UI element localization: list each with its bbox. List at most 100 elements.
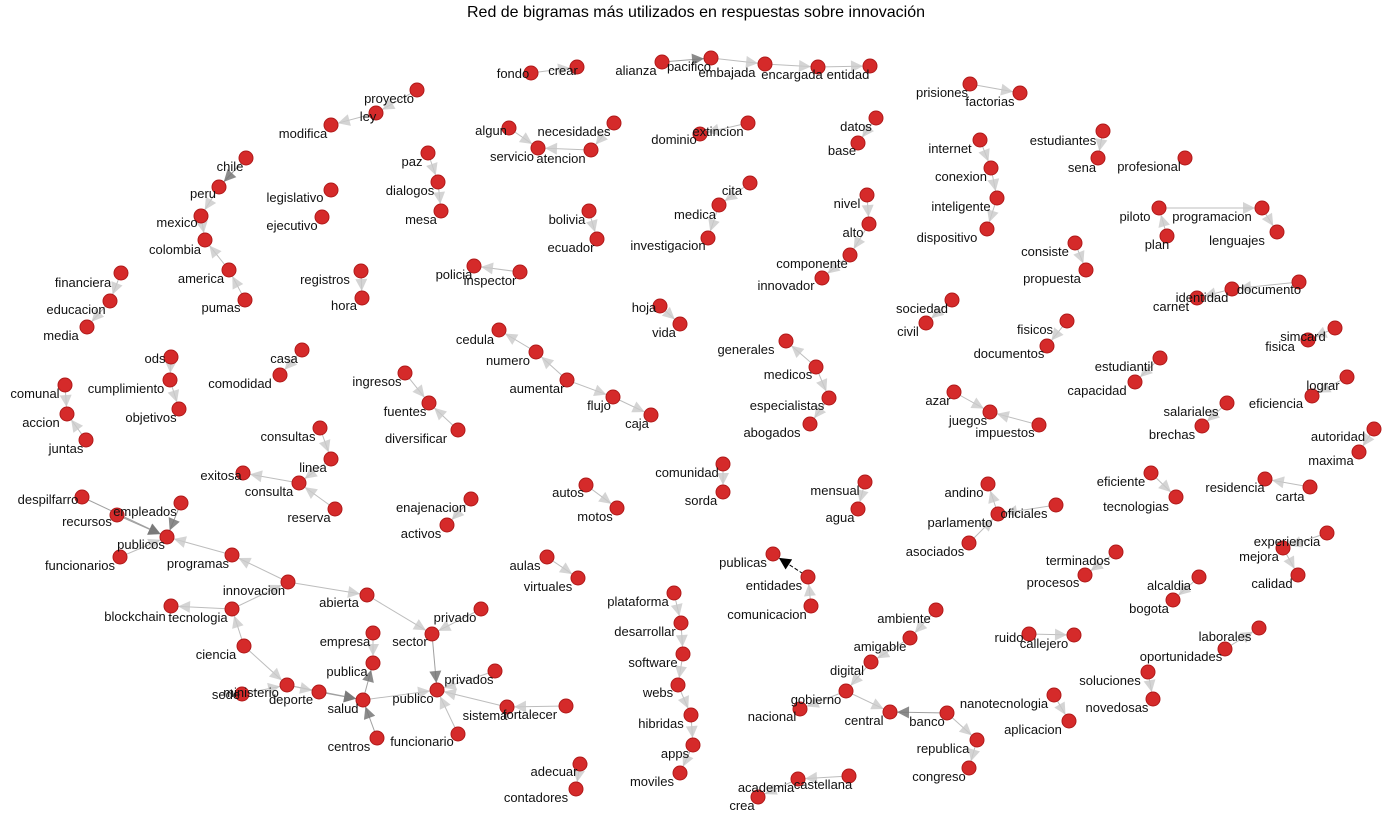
node-oportunidades bbox=[1217, 641, 1233, 657]
node-label-publicos: publicos bbox=[117, 537, 165, 552]
node-funcionario bbox=[450, 726, 466, 742]
node-label-registros: registros bbox=[300, 272, 350, 287]
node-label-congreso: congreso bbox=[912, 769, 965, 784]
node-aulas bbox=[539, 549, 555, 565]
node-label-ruido: ruido bbox=[995, 630, 1024, 645]
node-label-consiste: consiste bbox=[1021, 244, 1069, 259]
node-eficiencia bbox=[1304, 388, 1320, 404]
node-inspector bbox=[512, 264, 528, 280]
edge-privados-publico bbox=[443, 670, 496, 690]
node-innovacion bbox=[280, 574, 296, 590]
edge-innovacion-abierta bbox=[287, 581, 361, 598]
node-autos bbox=[578, 477, 594, 493]
node-label-ejecutivo: ejecutivo bbox=[266, 218, 317, 233]
node-label-procesos: procesos bbox=[1027, 575, 1080, 590]
node-label-bogota: bogota bbox=[1129, 601, 1170, 616]
node-contadores bbox=[568, 781, 584, 797]
node-label-privados: privados bbox=[444, 672, 494, 687]
node-label-ministerio: ministerio bbox=[223, 685, 279, 700]
node-label-necesidades: necesidades bbox=[538, 124, 611, 139]
node-label-extincion: extincion bbox=[692, 124, 743, 139]
node-label-exitosa: exitosa bbox=[200, 468, 242, 483]
node-label-blockchain: blockchain bbox=[104, 609, 165, 624]
node-algun bbox=[501, 120, 517, 136]
node-label-carnet: carnet bbox=[1153, 299, 1190, 314]
node-deporte bbox=[311, 684, 327, 700]
node-experiencia bbox=[1319, 525, 1335, 541]
node-bolivia bbox=[581, 203, 597, 219]
node-label-motos: motos bbox=[577, 509, 613, 524]
node-label-aulas: aulas bbox=[509, 558, 541, 573]
node-programas bbox=[224, 547, 240, 563]
node-label-experiencia: experiencia bbox=[1254, 534, 1321, 549]
node-label-comodidad: comodidad bbox=[208, 376, 272, 391]
node-label-reserva: reserva bbox=[287, 510, 331, 525]
node-servicio bbox=[530, 140, 546, 156]
node-mexico bbox=[193, 208, 209, 224]
node-comodidad bbox=[272, 367, 288, 383]
edge-tecnologia-innovacion bbox=[231, 584, 282, 610]
node-label-nanotecnologia: nanotecnologia bbox=[960, 696, 1049, 711]
node-label-ingresos: ingresos bbox=[352, 374, 402, 389]
node-label-autoridad: autoridad bbox=[1311, 429, 1365, 444]
node-label-vida: vida bbox=[652, 325, 677, 340]
node-label-entidad: entidad bbox=[827, 67, 870, 82]
node-label-eficiencia: eficiencia bbox=[1249, 396, 1304, 411]
node-bogota bbox=[1165, 592, 1181, 608]
node-label-autos: autos bbox=[552, 485, 584, 500]
node-alto bbox=[861, 216, 877, 232]
node-label-funcionario: funcionario bbox=[390, 734, 454, 749]
node-autoridad bbox=[1366, 421, 1382, 437]
node-label-novedosas: novedosas bbox=[1086, 700, 1149, 715]
node-componente bbox=[842, 247, 858, 263]
node-label-programas: programas bbox=[167, 556, 230, 571]
node-label-civil: civil bbox=[897, 324, 919, 339]
edge-pacifico-embajada bbox=[710, 55, 759, 68]
edge-banco-central bbox=[896, 706, 948, 719]
node-soluciones bbox=[1140, 664, 1156, 680]
node-digital bbox=[863, 654, 879, 670]
node-fuentes bbox=[421, 395, 437, 411]
node-aplicacion bbox=[1061, 713, 1077, 729]
node-label-mensual: mensual bbox=[810, 483, 859, 498]
node-label-nacional: nacional bbox=[748, 709, 797, 724]
node-label-fuentes: fuentes bbox=[384, 404, 427, 419]
node-label-asociados: asociados bbox=[906, 544, 965, 559]
node-dialogos bbox=[430, 174, 446, 190]
node-objetivos bbox=[171, 401, 187, 417]
node-label-innovacion: innovacion bbox=[223, 583, 285, 598]
chart-title: Red de bigramas más utilizados en respue… bbox=[466, 4, 926, 21]
node-empresa bbox=[365, 625, 381, 641]
node-fisicos bbox=[1059, 313, 1075, 329]
node-despilfarro bbox=[74, 489, 90, 505]
node-label-especialistas: especialistas bbox=[750, 398, 825, 413]
node-comunidad bbox=[715, 456, 731, 472]
node-generales bbox=[778, 333, 794, 349]
node-blockchain bbox=[163, 598, 179, 614]
node-accion bbox=[59, 406, 75, 422]
node-crea bbox=[750, 789, 766, 805]
edge-programas-publicos bbox=[173, 536, 233, 556]
node-label-parlamento: parlamento bbox=[927, 515, 992, 530]
node-motos bbox=[609, 500, 625, 516]
node-ambiente bbox=[928, 602, 944, 618]
node-label-central: central bbox=[844, 713, 883, 728]
node-mejora bbox=[1275, 540, 1291, 556]
node-oficiales bbox=[1048, 497, 1064, 513]
node-label-educacion: educacion bbox=[46, 302, 105, 317]
node-ley bbox=[368, 105, 384, 121]
node-financiera bbox=[113, 265, 129, 281]
node-publico bbox=[429, 682, 445, 698]
edge-ciencia-ministerio bbox=[243, 645, 283, 681]
node-proyecto bbox=[409, 82, 425, 98]
node-label-inteligente: inteligente bbox=[931, 199, 990, 214]
node-label-juntas: juntas bbox=[48, 441, 84, 456]
node-piloto bbox=[1151, 200, 1167, 216]
node-sena bbox=[1090, 150, 1106, 166]
node-gobierno bbox=[838, 683, 854, 699]
node-label-comunicacion: comunicacion bbox=[727, 607, 807, 622]
node-label-consultas: consultas bbox=[261, 429, 316, 444]
node-label-publica: publica bbox=[326, 664, 368, 679]
node-exitosa bbox=[235, 465, 251, 481]
node-label-lenguajes: lenguajes bbox=[1209, 233, 1265, 248]
